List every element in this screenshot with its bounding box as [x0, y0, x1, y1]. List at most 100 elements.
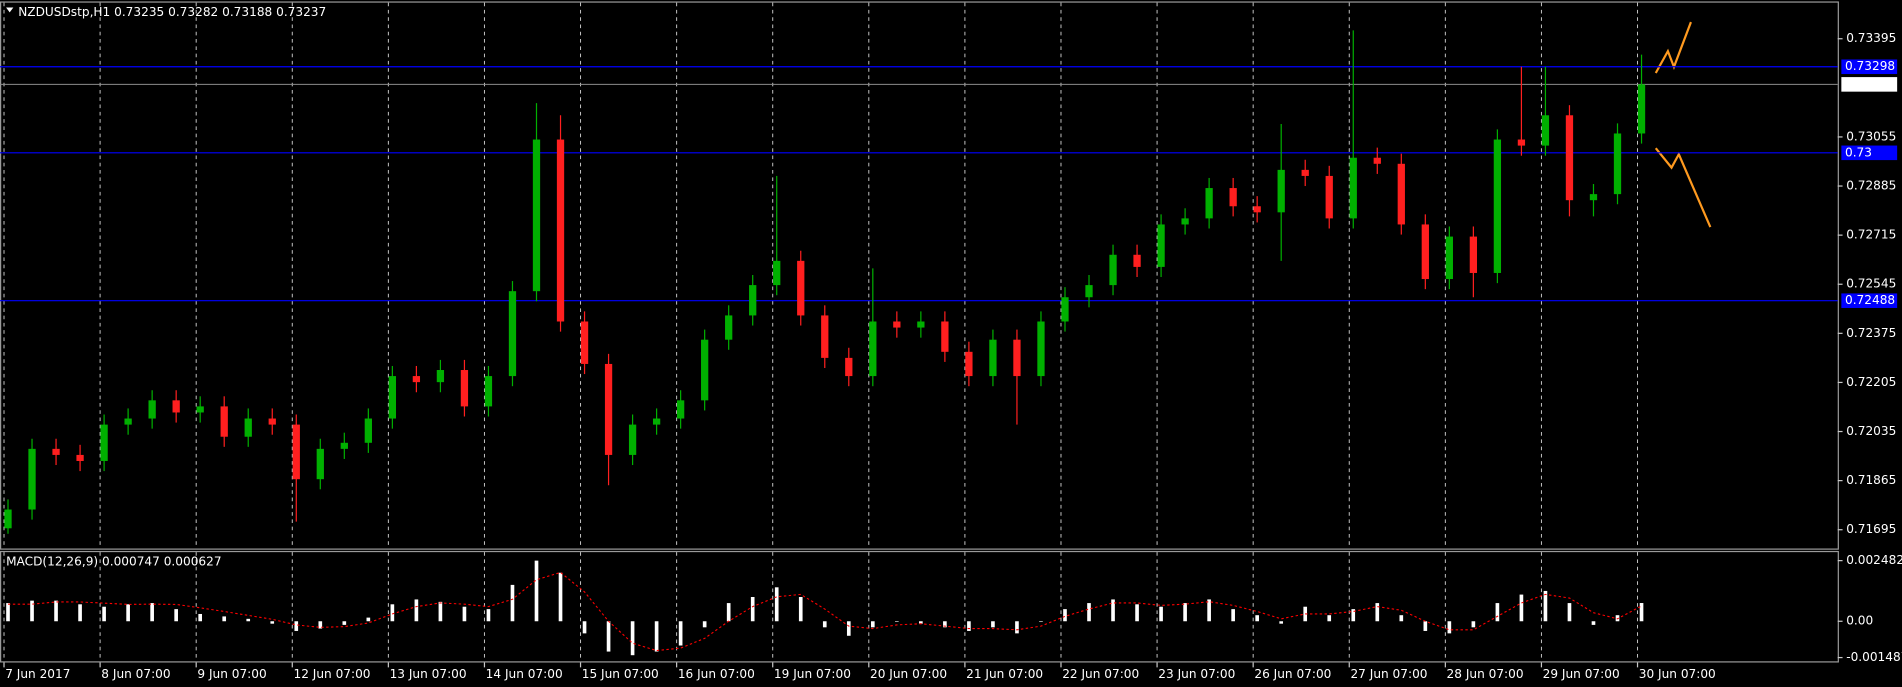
x-tick-label: 22 Jun 07:00 [1062, 667, 1139, 681]
candle-body [1493, 139, 1502, 273]
candle-body [676, 400, 685, 419]
down-arrow [1654, 147, 1712, 228]
candle-body [316, 448, 324, 480]
candle-body [749, 285, 757, 316]
candle-body [1133, 254, 1141, 267]
macd-bar [558, 572, 563, 622]
candle-body [412, 376, 421, 383]
macd-bar [222, 616, 227, 622]
y-tick-label: 0.72035 [1846, 424, 1896, 438]
macd-bar [678, 621, 683, 646]
candle-body [797, 260, 805, 316]
candle-body [604, 363, 613, 455]
level-label: 0.72488 [1845, 293, 1895, 307]
candle-body [1037, 321, 1045, 377]
macd-bar [1183, 603, 1187, 622]
level-label: 0.73 [1845, 145, 1872, 159]
macd-bar [342, 621, 347, 625]
macd-bar [606, 621, 611, 652]
candle-body [941, 321, 949, 352]
x-tick-label: 14 Jun 07:00 [486, 667, 563, 681]
macd-bar [1207, 599, 1211, 622]
macd-bar [246, 618, 251, 622]
candle-body [268, 418, 276, 425]
macd-bar [991, 621, 995, 628]
macd-bar [1327, 615, 1332, 622]
macd-bar [6, 603, 10, 622]
y-tick-label: 0.72375 [1846, 326, 1896, 340]
candle-body [821, 315, 829, 358]
candle-body [1469, 236, 1478, 273]
last-price-box [1841, 77, 1898, 92]
y-tick-label: 0.71865 [1846, 473, 1896, 487]
y-tick-label: 0.71695 [1846, 522, 1896, 536]
macd-bar [510, 584, 515, 622]
candle-body [532, 139, 541, 292]
x-tick-label: 26 Jun 07:00 [1254, 667, 1331, 681]
macd-bar [390, 604, 395, 622]
macd-bar [726, 603, 731, 622]
candle-body [1229, 188, 1237, 207]
x-tick-label: 15 Jun 07:00 [582, 667, 659, 681]
candle-body [1181, 218, 1189, 225]
candle-body [100, 424, 108, 461]
macd-bar [30, 600, 34, 622]
macd-bar [1423, 621, 1428, 631]
macd-bar [102, 606, 106, 622]
macd-bar [1255, 615, 1259, 622]
macd-bar [1567, 603, 1572, 622]
candle-body [773, 260, 781, 286]
candle-body [845, 357, 853, 377]
candle-body [172, 400, 180, 413]
panel-title: NZDUSDstp,H1 0.73235 0.73282 0.73188 0.7… [18, 5, 326, 19]
candle-body [340, 442, 348, 449]
candle-body [52, 448, 60, 455]
y-tick-label: 0.73055 [1846, 129, 1896, 143]
y-tick-label: 0.72545 [1846, 277, 1896, 291]
macd-bar [919, 621, 923, 624]
candle-body [436, 370, 445, 383]
macd-bar [630, 621, 635, 656]
candle-body [292, 424, 300, 480]
x-tick-label: 20 Jun 07:00 [870, 667, 947, 681]
macd-bar [870, 621, 875, 628]
candle-body [965, 351, 973, 377]
candle-body [917, 321, 925, 328]
macd-bar [822, 621, 827, 628]
candle-body [893, 321, 901, 328]
macd-bar [702, 621, 707, 628]
macd-bar [1591, 621, 1596, 625]
x-tick-label: 29 Jun 07:00 [1543, 667, 1620, 681]
candle-body [508, 291, 517, 377]
candle-body [1613, 133, 1622, 195]
candle-body [1637, 84, 1646, 134]
macd-bar [967, 621, 971, 631]
x-tick-label: 7 Jun 2017 [5, 667, 70, 681]
candle-body [989, 339, 997, 377]
macd-bar [1279, 621, 1284, 624]
macd-bar [150, 603, 154, 622]
y-tick-label: 0.00 [1846, 614, 1873, 628]
macd-bar [1471, 621, 1476, 628]
macd-bar [774, 587, 779, 622]
macd-bar [1447, 621, 1452, 634]
candle-body [28, 448, 36, 510]
panel-title: MACD(12,26,9) 0.000747 0.000627 [6, 554, 222, 568]
candle-body [1301, 169, 1309, 176]
x-tick-label: 8 Jun 07:00 [101, 667, 170, 681]
macd-bar [54, 600, 58, 622]
macd-panel-frame [0, 550, 1839, 663]
signal-line [8, 571, 1642, 652]
candle-body [1061, 297, 1069, 322]
candle-body [148, 400, 156, 419]
macd-bar [1495, 603, 1500, 622]
macd-bar [1231, 609, 1235, 622]
candle-body [1517, 139, 1526, 146]
macd-bar [1039, 621, 1043, 622]
candle-body [556, 139, 565, 322]
candle-body [869, 321, 877, 377]
macd-bar [1159, 606, 1163, 622]
macd-bar [582, 621, 587, 634]
candle-body [1421, 224, 1429, 280]
x-tick-label: 9 Jun 07:00 [197, 667, 266, 681]
